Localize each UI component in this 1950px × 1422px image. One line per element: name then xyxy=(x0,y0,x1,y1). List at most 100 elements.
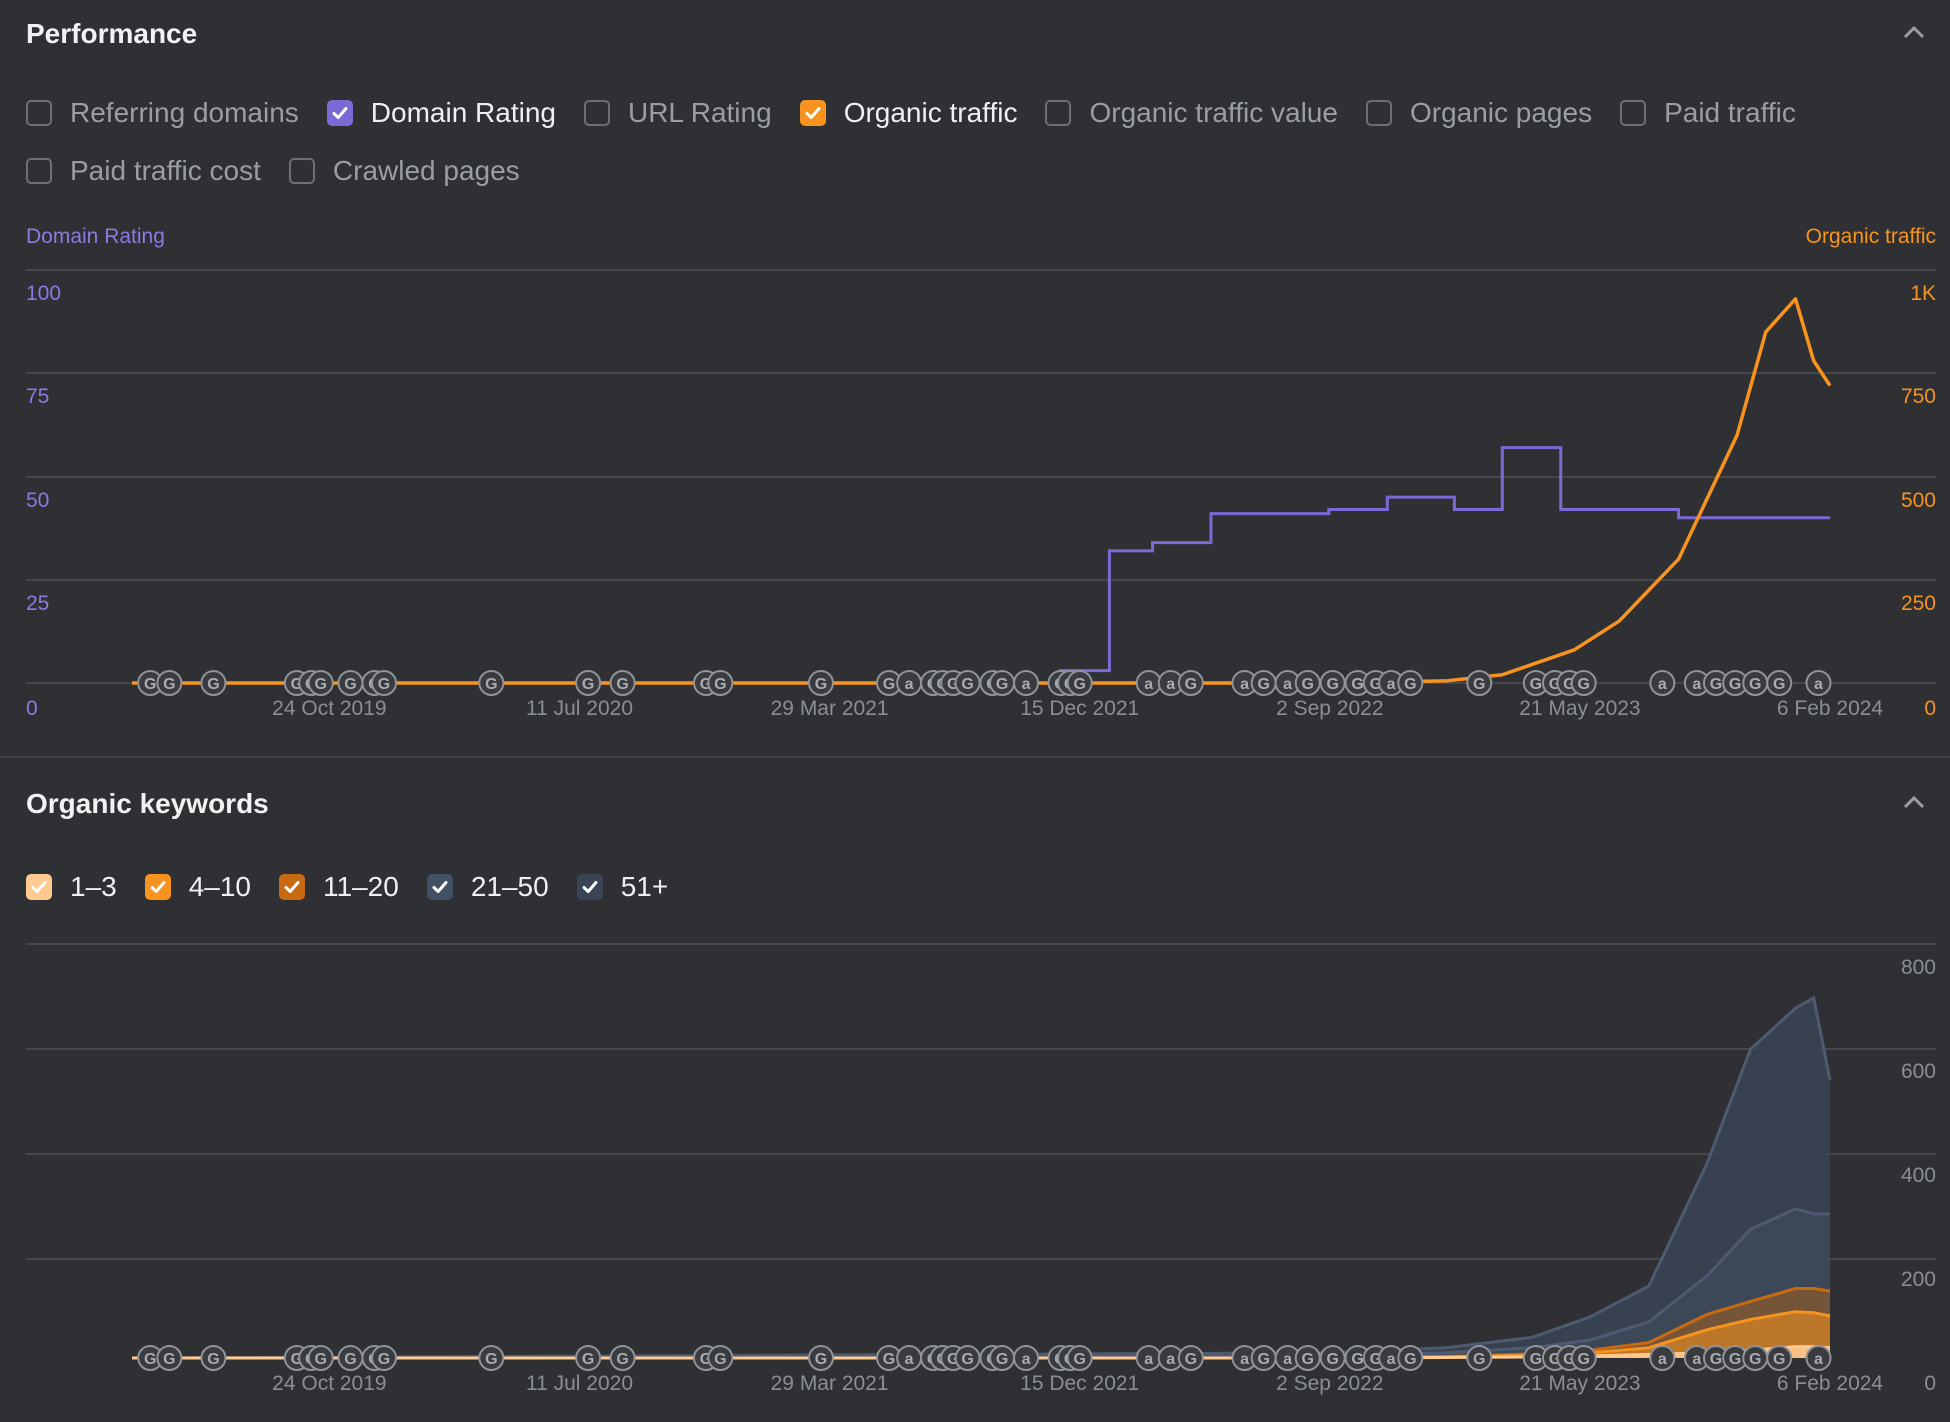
google-update-icon[interactable]: G xyxy=(575,670,602,696)
metric-crawled-pages-checkbox[interactable]: Crawled pages xyxy=(288,155,520,187)
left-axis-tick: 0 xyxy=(26,697,38,720)
google-update-icon[interactable]: G xyxy=(1344,1345,1371,1371)
google-update-icon[interactable]: G xyxy=(478,670,505,696)
metric-organic-pages-checkbox[interactable]: Organic pages xyxy=(1365,97,1592,129)
google-update-icon[interactable]: G xyxy=(1742,670,1769,696)
google-update-icon[interactable]: G xyxy=(954,670,981,696)
google-update-icon[interactable]: G xyxy=(156,1345,183,1371)
google-update-icon[interactable]: G xyxy=(1397,1345,1424,1371)
google-update-icon[interactable]: G xyxy=(807,1345,834,1371)
google-update-icon[interactable]: G xyxy=(1344,670,1371,696)
google-update-icon[interactable]: G xyxy=(1319,1345,1346,1371)
ahrefs-annotation-icon[interactable]: a xyxy=(1135,670,1162,696)
collapse-performance-button[interactable] xyxy=(1900,18,1928,46)
google-update-icon[interactable]: G xyxy=(337,1345,364,1371)
google-update-icon[interactable]: G xyxy=(1294,1345,1321,1371)
google-update-icon[interactable]: G xyxy=(1722,670,1749,696)
ahrefs-annotation-icon[interactable]: a xyxy=(1135,1345,1162,1371)
google-update-icon[interactable]: G xyxy=(1742,1345,1769,1371)
google-update-icon[interactable]: G xyxy=(1766,1345,1793,1371)
google-update-icon[interactable]: G xyxy=(1066,1345,1093,1371)
ahrefs-annotation-icon[interactable]: a xyxy=(1013,1345,1040,1371)
ahrefs-annotation-icon[interactable]: a xyxy=(1013,670,1040,696)
svg-text:a: a xyxy=(1387,1351,1396,1368)
google-update-icon[interactable]: G xyxy=(807,670,834,696)
google-update-icon[interactable]: G xyxy=(1250,1345,1277,1371)
google-update-icon[interactable]: G xyxy=(1177,1345,1204,1371)
svg-text:G: G xyxy=(378,1351,390,1368)
svg-text:G: G xyxy=(315,676,327,693)
google-update-icon[interactable]: G xyxy=(137,670,164,696)
google-update-icon[interactable]: G xyxy=(1522,670,1549,696)
google-update-icon[interactable]: G xyxy=(1766,670,1793,696)
google-update-icon[interactable]: G xyxy=(1319,670,1346,696)
svg-text:G: G xyxy=(1302,1351,1314,1368)
metric-toggle-row: Referring domains Domain Rating URL Rating… xyxy=(26,97,1824,129)
google-update-icon[interactable]: G xyxy=(954,1345,981,1371)
ahrefs-annotation-icon[interactable]: a xyxy=(1805,670,1832,696)
svg-text:a: a xyxy=(1144,676,1153,693)
google-update-icon[interactable]: G xyxy=(200,670,227,696)
metric-paid-traffic-checkbox[interactable]: Paid traffic xyxy=(1620,97,1796,129)
keyword-group-1-3-checkbox[interactable]: 1–3 xyxy=(26,871,117,903)
google-update-icon[interactable]: G xyxy=(575,1345,602,1371)
google-update-icon[interactable]: G xyxy=(876,670,903,696)
keyword-group-11-20-checkbox[interactable]: 11–20 xyxy=(279,871,399,903)
google-update-icon[interactable]: G xyxy=(371,670,398,696)
x-axis-tick: 6 Feb 2024 xyxy=(1777,1372,1884,1395)
google-update-icon[interactable]: G xyxy=(307,1345,334,1371)
google-update-icon[interactable]: G xyxy=(1066,670,1093,696)
metric-url-rating-checkbox[interactable]: URL Rating xyxy=(583,97,772,129)
google-update-icon[interactable]: G xyxy=(1397,670,1424,696)
google-update-icon[interactable]: G xyxy=(337,670,364,696)
google-update-icon[interactable]: G xyxy=(1294,670,1321,696)
svg-text:G: G xyxy=(961,1351,973,1368)
keyword-group-21-50-checkbox[interactable]: 21–50 xyxy=(426,871,549,903)
svg-text:G: G xyxy=(1257,676,1269,693)
metric-organic-traffic-checkbox[interactable]: Organic traffic xyxy=(799,97,1017,129)
svg-text:G: G xyxy=(883,1351,895,1368)
right-axis-tick: 200 xyxy=(1901,1268,1936,1291)
keyword-group-4-10-checkbox[interactable]: 4–10 xyxy=(144,871,251,903)
svg-text:a: a xyxy=(1658,1351,1667,1368)
collapse-keywords-button[interactable] xyxy=(1900,788,1928,816)
google-update-icon[interactable]: G xyxy=(1570,670,1597,696)
ahrefs-annotation-icon[interactable]: a xyxy=(896,1345,923,1371)
metric-paid-traffic-cost-checkbox[interactable]: Paid traffic cost xyxy=(26,155,261,187)
ahrefs-annotation-icon[interactable]: a xyxy=(896,670,923,696)
google-update-icon[interactable]: G xyxy=(1466,670,1493,696)
google-update-icon[interactable]: G xyxy=(1466,1345,1493,1371)
google-update-icon[interactable]: G xyxy=(609,670,636,696)
checkbox-checked-icon xyxy=(279,874,306,900)
ahrefs-annotation-icon[interactable]: a xyxy=(1649,1345,1676,1371)
metric-organic-traffic-value-checkbox[interactable]: Organic traffic value xyxy=(1045,97,1338,129)
svg-text:a: a xyxy=(1166,1351,1175,1368)
google-update-icon[interactable]: G xyxy=(1177,670,1204,696)
metric-domain-rating-checkbox[interactable]: Domain Rating xyxy=(326,97,556,129)
metric-referring-domains-checkbox[interactable]: Referring domains xyxy=(26,97,299,129)
ahrefs-annotation-icon[interactable]: a xyxy=(1805,1345,1832,1371)
google-update-icon[interactable]: G xyxy=(989,670,1016,696)
google-update-icon[interactable]: G xyxy=(707,670,734,696)
google-update-icon[interactable]: G xyxy=(137,1345,164,1371)
google-update-icon[interactable]: G xyxy=(307,670,334,696)
ahrefs-annotation-icon[interactable]: a xyxy=(1649,670,1676,696)
google-update-icon[interactable]: G xyxy=(156,670,183,696)
google-update-icon[interactable]: G xyxy=(1722,1345,1749,1371)
google-update-icon[interactable]: G xyxy=(478,1345,505,1371)
google-update-icon[interactable]: G xyxy=(1250,670,1277,696)
google-update-icon[interactable]: G xyxy=(200,1345,227,1371)
svg-text:G: G xyxy=(1185,676,1197,693)
svg-text:G: G xyxy=(1404,1351,1416,1368)
google-update-icon[interactable]: G xyxy=(1522,1345,1549,1371)
google-update-icon[interactable]: G xyxy=(707,1345,734,1371)
keyword-group-51-checkbox[interactable]: 51+ xyxy=(576,871,668,903)
google-update-icon[interactable]: G xyxy=(371,1345,398,1371)
google-update-icon[interactable]: G xyxy=(609,1345,636,1371)
organic-keywords-chart[interactable]: 800 600 400 200 0 24 Oct 2019 11 Jul 2020 29 Ma… xyxy=(0,938,1950,1422)
svg-text:a: a xyxy=(905,676,914,693)
google-update-icon[interactable]: G xyxy=(989,1345,1016,1371)
ahrefs-annotation-icon[interactable]: a xyxy=(1378,1345,1405,1371)
google-update-icon[interactable]: G xyxy=(1570,1345,1597,1371)
